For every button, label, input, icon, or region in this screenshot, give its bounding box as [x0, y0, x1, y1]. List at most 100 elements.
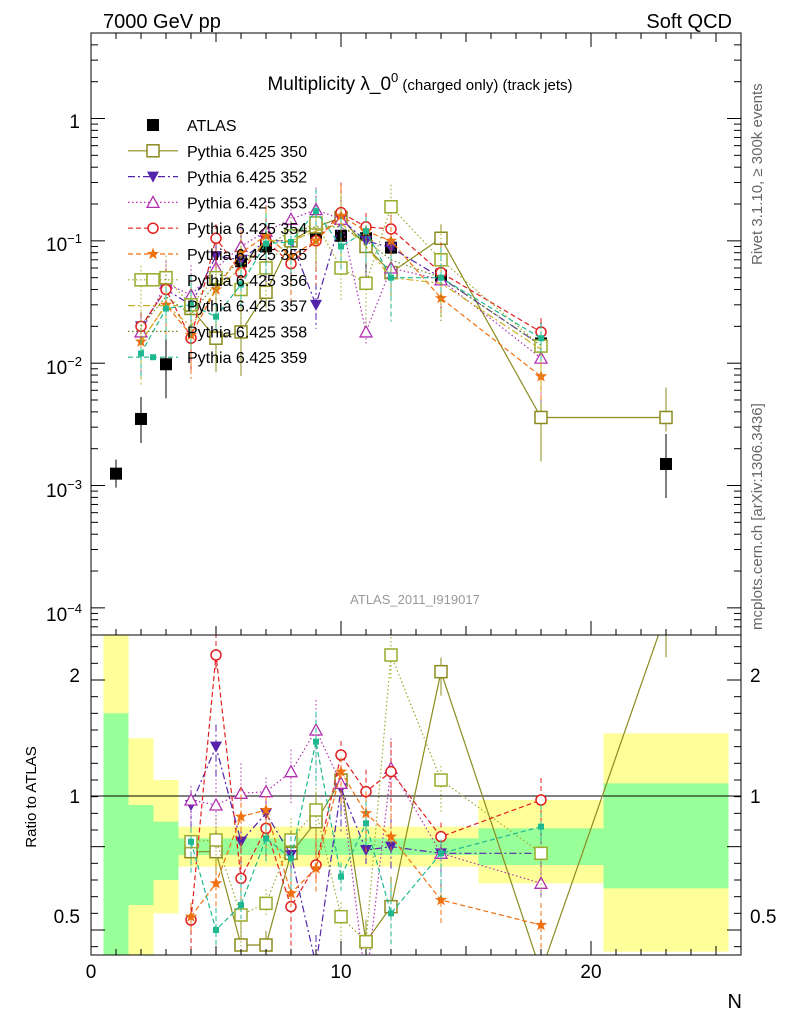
top-point-9-0 — [138, 350, 144, 357]
legend-entry-2: Pythia 6.425 352 — [128, 170, 307, 187]
ratio-point-6-0 — [188, 838, 194, 845]
legend-label-2: Pythia 6.425 352 — [187, 170, 307, 187]
y-tick-label-top-3: 10−1 — [46, 231, 82, 256]
top-point-9-8 — [338, 243, 344, 250]
top-point-4-3 — [210, 232, 222, 245]
legend-entry-6: Pythia 6.425 356 — [128, 273, 307, 290]
title-rest: (charged only) (track jets) — [398, 77, 572, 94]
ratio-series-line-5 — [190, 654, 542, 944]
legend-label-3: Pythia 6.425 353 — [187, 195, 307, 212]
title-sup: 0 — [391, 70, 398, 85]
legend-marker-4 — [147, 222, 159, 234]
x-tick-label-10: 10 — [330, 962, 351, 983]
band-green-3 — [178, 838, 479, 855]
legend-entry-1: Pythia 6.425 350 — [128, 144, 307, 161]
band-green-2 — [153, 821, 179, 880]
top-series-9 — [138, 189, 544, 378]
y-tick-exp-3: −1 — [67, 231, 82, 246]
top-point-9-10 — [388, 274, 394, 281]
top-point-0-14 — [660, 457, 672, 470]
legend-label-8: Pythia 6.425 358 — [187, 324, 307, 341]
ratio-point-3-10 — [535, 794, 547, 806]
top-point-0-1 — [135, 412, 147, 425]
side-label-mcplots: mcplots.cern.ch [arXiv:1306.3436] — [749, 403, 766, 630]
legend-entry-3: Pythia 6.425 353 — [128, 195, 307, 212]
legend-label-7: Pythia 6.425 357 — [187, 299, 307, 316]
ratio-point-5-10 — [534, 846, 548, 861]
ratio-series-layer — [183, 635, 667, 978]
ratio-point-2-4 — [283, 764, 299, 778]
ratio-point-6-7 — [363, 820, 369, 827]
top-point-6-10 — [384, 199, 398, 214]
y-tick-label-bot-2: 2 — [69, 666, 80, 687]
ratio-point-4-5 — [309, 861, 323, 874]
ratio-point-2-1 — [208, 797, 224, 811]
ratio-point-0-10 — [535, 966, 547, 978]
top-point-9-12 — [538, 335, 544, 342]
plot-title: Multiplicity λ_00 (charged only) (track … — [267, 70, 572, 95]
ratio-point-1-5 — [310, 960, 322, 971]
legend-entry-7: Pythia 6.425 357 — [128, 299, 307, 316]
ratio-point-4-6 — [334, 765, 348, 777]
top-point-3-6 — [283, 211, 299, 225]
legend-marker-0 — [147, 119, 159, 131]
legend-label-0: ATLAS — [187, 118, 237, 135]
top-point-9-2 — [188, 301, 194, 308]
legend-entry-4: Pythia 6.425 354 — [128, 221, 307, 238]
ratio-point-2-0 — [183, 792, 199, 806]
band-green-1 — [128, 805, 154, 905]
ratio-point-4-3 — [259, 803, 273, 816]
top-point-9-1 — [163, 305, 169, 312]
y-tick-exp-2: −2 — [67, 354, 82, 369]
top-point-9-9 — [363, 228, 369, 235]
legend-label-6: Pythia 6.425 356 — [187, 273, 307, 290]
y-tick-label-top-0: 10−4 — [46, 601, 82, 626]
legend: ATLAS Pythia 6.425 350 Pythia 6.425 352 Pyt… — [128, 118, 307, 367]
x-tick-label-0: 0 — [86, 962, 97, 983]
ratio-point-1-1 — [210, 741, 222, 753]
top-point-9-4 — [238, 281, 244, 288]
top-point-9-5 — [263, 240, 269, 247]
y-tick-label-bot-1: 1 — [69, 787, 80, 808]
ratio-point-1-2 — [235, 836, 247, 848]
x-tick-label-20: 20 — [580, 962, 601, 983]
x-axis-label: N — [728, 991, 742, 1013]
ratio-point-5-3 — [259, 896, 273, 911]
top-point-5-5 — [259, 229, 273, 241]
ratio-point-4-4 — [284, 886, 298, 899]
top-series-layer — [110, 182, 673, 498]
y-tick-label-top-1: 10−3 — [46, 477, 82, 502]
ratio-point-4-8 — [384, 830, 398, 842]
ratio-series-line-4 — [190, 770, 542, 926]
ratio-point-4-0 — [184, 910, 198, 922]
legend-entry-9: Pythia 6.425 359 — [128, 350, 307, 367]
y-tick-exp-1: −3 — [67, 477, 82, 492]
legend-entry-5: Pythia 6.425 355 — [128, 247, 307, 264]
y-tick-label-bot-right-1: 1 — [750, 787, 761, 808]
header-right: Soft QCD — [646, 11, 732, 33]
axis-ticks — [90, 32, 742, 955]
ratio-point-6-6 — [338, 873, 344, 880]
top-point-9-11 — [438, 274, 444, 281]
top-point-0-2 — [160, 358, 172, 371]
uncertainty-bands — [103, 635, 729, 955]
top-point-9-7 — [313, 208, 319, 215]
top-point-1-1 — [209, 331, 223, 345]
top-point-2-7 — [310, 299, 322, 311]
ratio-point-5-6 — [334, 909, 348, 924]
top-point-1-2 — [234, 325, 248, 339]
ratio-point-3-8 — [385, 765, 397, 778]
legend-label-1: Pythia 6.425 350 — [187, 144, 307, 161]
y-tick-label-top-2: 10−2 — [46, 354, 82, 379]
watermark: ATLAS_2011_I919017 — [350, 592, 480, 607]
band-green-5 — [603, 783, 729, 889]
side-label-rivet: Rivet 3.1.10, ≥ 300k events — [749, 83, 766, 265]
legend-marker-3 — [145, 195, 161, 209]
ratio-point-5-8 — [384, 648, 398, 662]
ratio-point-6-10 — [538, 823, 544, 830]
ratio-point-6-8 — [388, 910, 394, 917]
title-main: Multiplicity λ_0 — [267, 74, 391, 95]
ratio-series-line-1 — [190, 744, 541, 955]
ratio-point-6-5 — [313, 738, 319, 745]
legend-entry-8: Pythia 6.425 358 — [128, 324, 307, 341]
